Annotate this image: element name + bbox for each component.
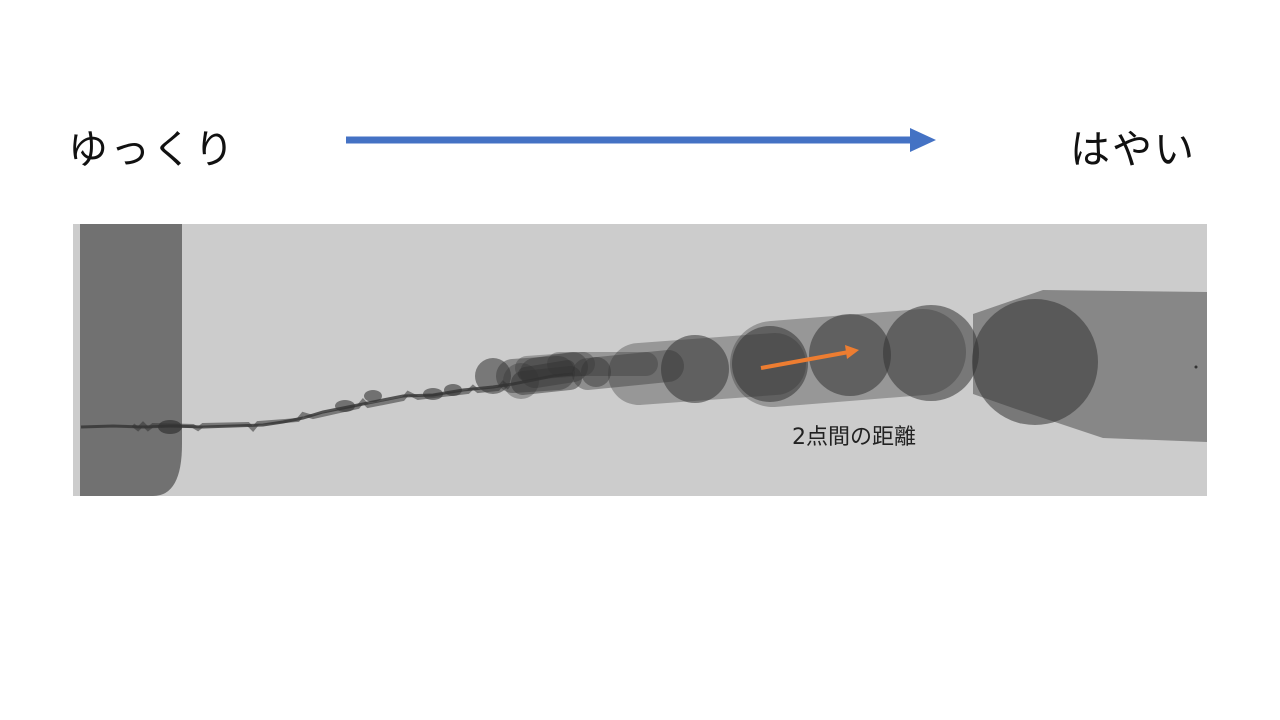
brush-stroke-illustration	[80, 224, 1207, 496]
brush-blob	[335, 400, 355, 412]
distance-arrow-shaft	[760, 350, 850, 370]
brush-stroke-panel	[73, 224, 1207, 496]
brush-dab	[972, 299, 1098, 425]
brush-dab	[883, 305, 979, 401]
stroke-segment	[572, 350, 684, 390]
fast-label: はやい	[1070, 127, 1196, 173]
stroke-segment	[496, 356, 575, 393]
vertical-brush-stroke	[80, 224, 182, 496]
brush-blob	[444, 384, 462, 396]
speed-direction-arrow-icon	[346, 128, 936, 152]
brush-dab	[732, 326, 808, 402]
brush-dab	[503, 363, 539, 399]
stroke-segment	[518, 360, 575, 381]
slow-label: ゆっくり	[68, 127, 236, 173]
speed-arrow-head	[910, 128, 936, 152]
brush-dab	[581, 357, 611, 387]
end-dot	[1194, 365, 1198, 369]
stroke-segment	[520, 352, 588, 388]
distance-label: 2点間の距離	[792, 425, 916, 450]
brush-blob	[423, 388, 443, 400]
brush-blob	[158, 420, 182, 434]
stroke-segment	[511, 366, 582, 395]
brush-blob	[364, 390, 382, 402]
brush-dab	[661, 335, 729, 403]
brush-dab	[475, 358, 511, 394]
stroke-segment	[515, 352, 595, 380]
distance-arrow-head	[845, 345, 859, 359]
